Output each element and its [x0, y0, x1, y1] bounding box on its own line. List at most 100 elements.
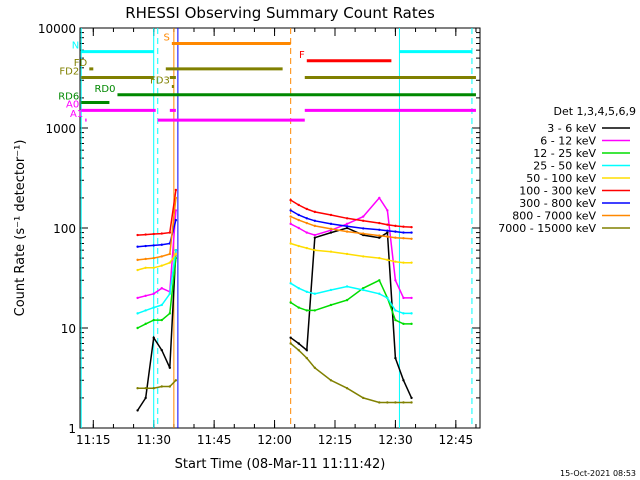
- flag-label-fd3: FD3: [150, 76, 170, 87]
- chart-title: RHESSI Observing Summary Count Rates: [125, 4, 435, 22]
- data-point: [361, 215, 365, 218]
- x-tick-label: 12:00: [257, 433, 292, 447]
- data-point: [313, 219, 317, 223]
- data-point: [136, 312, 139, 315]
- data-point: [394, 318, 397, 322]
- data-point: [402, 401, 405, 404]
- data-point: [152, 244, 155, 247]
- data-point: [313, 309, 317, 312]
- data-point: [378, 234, 381, 237]
- data-point: [136, 296, 139, 300]
- data-point: [394, 401, 397, 404]
- data-point: [174, 248, 178, 252]
- data-point: [313, 248, 317, 252]
- data-point: [386, 296, 389, 300]
- data-point: [378, 256, 381, 260]
- data-point: [410, 231, 413, 234]
- series-line: [137, 250, 412, 315]
- data-point: [345, 225, 349, 228]
- data-point: [136, 409, 139, 412]
- x-tick-label: 12:30: [378, 433, 413, 447]
- data-point: [345, 230, 349, 233]
- data-point: [152, 318, 155, 322]
- flag-label-a1: A1: [70, 109, 83, 120]
- data-point: [345, 217, 349, 220]
- data-point: [160, 303, 163, 307]
- data-point: [136, 326, 139, 330]
- axes-group: 1 10 100 1000 10000 11:15 11:30 11:45 12:00 12:15…: [38, 22, 481, 447]
- data-point: [402, 296, 405, 300]
- data-point: [144, 233, 147, 236]
- data-point: [361, 288, 365, 292]
- data-point: [136, 258, 139, 262]
- legend-label: 100 - 300 keV: [519, 185, 596, 198]
- data-point: [402, 261, 405, 264]
- data-point: [378, 236, 381, 239]
- data-point: [345, 387, 349, 390]
- data-point: [361, 227, 365, 230]
- data-point: [297, 287, 300, 290]
- flag-label-rd0: RD0: [94, 84, 115, 95]
- flag-label-s: S: [163, 32, 169, 43]
- data-point: [329, 303, 333, 307]
- data-point: [313, 292, 317, 295]
- data-point: [402, 312, 405, 315]
- data-point: [305, 309, 308, 312]
- data-point: [289, 209, 292, 212]
- data-point: [313, 210, 317, 214]
- data-point: [329, 222, 333, 226]
- data-point: [297, 213, 300, 217]
- data-point: [160, 318, 163, 322]
- data-point: [168, 292, 172, 295]
- data-point: [168, 261, 172, 264]
- data-point: [152, 292, 155, 295]
- data-point: [345, 226, 349, 230]
- data-point: [168, 231, 172, 234]
- data-point: [378, 196, 381, 200]
- data-point: [386, 209, 389, 212]
- flag-label-n: N: [72, 41, 79, 52]
- data-point: [394, 309, 397, 312]
- data-point: [136, 245, 139, 248]
- y-tick-label: 1: [68, 422, 76, 436]
- legend-label: 7000 - 15000 keV: [498, 222, 596, 235]
- data-point: [410, 225, 413, 229]
- data-point: [410, 396, 413, 400]
- data-point: [378, 292, 381, 295]
- data-point: [378, 401, 381, 404]
- y-tick-label: 100: [53, 222, 76, 236]
- data-point: [361, 287, 365, 290]
- data-point: [289, 342, 292, 345]
- x-tick-label: 12:45: [439, 433, 474, 447]
- data-point: [386, 401, 389, 404]
- data-point: [345, 298, 349, 302]
- data-point: [329, 213, 333, 217]
- series-line: [137, 342, 412, 404]
- data-point: [345, 252, 349, 256]
- data-point: [144, 322, 147, 326]
- data-point: [297, 203, 300, 207]
- data-point: [289, 242, 292, 245]
- data-point: [289, 282, 292, 285]
- data-point: [305, 290, 308, 294]
- data-point: [410, 401, 413, 404]
- data-point: [305, 348, 308, 352]
- data-point: [297, 226, 300, 230]
- data-point: [345, 222, 349, 226]
- data-point: [152, 232, 155, 236]
- x-tick-label: 11:15: [76, 433, 111, 447]
- data-point: [160, 348, 163, 352]
- data-point: [394, 230, 397, 233]
- series-line: [137, 242, 412, 271]
- data-point: [410, 312, 413, 315]
- data-point: [144, 309, 147, 312]
- y-tick-label: 10: [61, 322, 76, 336]
- y-axis-label: Count Rate (s⁻¹ detector⁻¹): [13, 140, 28, 317]
- data-point: [402, 231, 405, 234]
- data-point: [329, 288, 333, 292]
- data-point: [329, 231, 333, 234]
- flag-label-fd2: FD2: [59, 66, 79, 77]
- data-point: [394, 236, 397, 239]
